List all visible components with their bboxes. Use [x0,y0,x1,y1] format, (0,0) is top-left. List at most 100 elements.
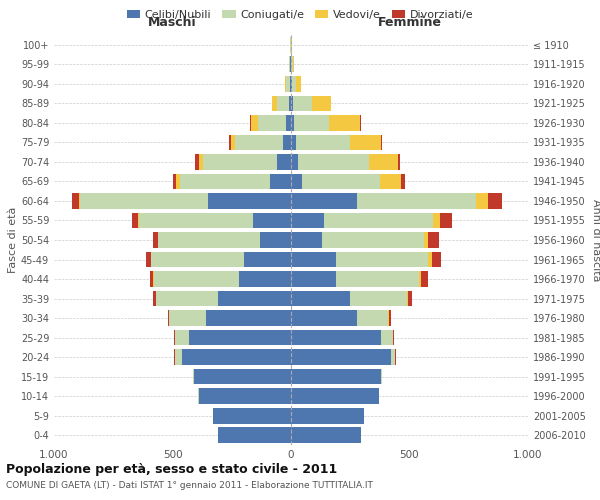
Bar [312,96,331,111]
Bar [169,310,206,326]
Bar [424,232,428,248]
Bar [488,193,502,209]
Bar [250,115,251,130]
Bar [291,350,391,365]
Bar [218,428,291,443]
Bar [290,56,291,72]
Bar [291,232,322,248]
Bar [286,115,291,130]
Bar [199,154,203,170]
Bar [146,252,151,268]
Bar [409,291,412,306]
Bar [208,193,291,209]
Bar [277,96,289,111]
Bar [389,310,391,326]
Text: Popolazione per età, sesso e stato civile - 2011: Popolazione per età, sesso e stato civil… [6,462,337,475]
Bar [291,174,302,189]
Bar [194,369,291,384]
Bar [291,193,358,209]
Bar [381,369,382,384]
Bar [154,291,155,306]
Bar [80,193,208,209]
Bar [298,154,369,170]
Bar [381,134,382,150]
Bar [302,174,380,189]
Bar [173,174,176,189]
Bar [218,291,291,306]
Bar [358,193,476,209]
Bar [292,76,296,92]
Bar [175,350,182,365]
Bar [251,115,258,130]
Bar [176,174,179,189]
Bar [206,310,291,326]
Bar [235,134,283,150]
Bar [289,96,291,111]
Bar [296,134,350,150]
Bar [350,291,407,306]
Bar [291,310,358,326]
Bar [293,56,294,72]
Bar [285,76,286,92]
Bar [244,252,291,268]
Bar [291,388,379,404]
Bar [277,154,291,170]
Bar [294,115,329,130]
Bar [150,271,154,287]
Bar [139,212,253,228]
Bar [213,408,291,424]
Bar [407,291,409,306]
Bar [401,174,405,189]
Text: Maschi: Maschi [148,16,197,29]
Text: COMUNE DI GAETA (LT) - Dati ISTAT 1° gennaio 2011 - Elaborazione TUTTITALIA.IT: COMUNE DI GAETA (LT) - Dati ISTAT 1° gen… [6,481,373,490]
Bar [293,96,312,111]
Bar [291,154,298,170]
Bar [291,291,350,306]
Legend: Celibi/Nubili, Coniugati/e, Vedovi/e, Divorziati/e: Celibi/Nubili, Coniugati/e, Vedovi/e, Di… [122,6,478,25]
Bar [286,76,290,92]
Bar [291,134,296,150]
Bar [239,271,291,287]
Bar [291,428,361,443]
Bar [72,193,79,209]
Bar [156,291,218,306]
Bar [291,408,364,424]
Bar [419,271,421,287]
Bar [260,232,291,248]
Bar [230,134,235,150]
Bar [175,330,189,345]
Bar [381,330,393,345]
Bar [391,350,395,365]
Bar [291,76,292,92]
Bar [79,193,80,209]
Bar [398,154,400,170]
Text: Femmine: Femmine [377,16,442,29]
Bar [179,174,269,189]
Bar [291,369,381,384]
Bar [291,96,293,111]
Bar [195,154,199,170]
Bar [393,330,394,345]
Bar [167,310,169,326]
Y-axis label: Fasce di età: Fasce di età [8,207,18,273]
Bar [296,76,301,92]
Bar [258,115,286,130]
Bar [199,388,291,404]
Bar [358,310,388,326]
Bar [336,252,428,268]
Bar [336,271,419,287]
Bar [380,174,401,189]
Bar [290,76,291,92]
Bar [193,369,194,384]
Bar [203,154,277,170]
Bar [324,212,433,228]
Y-axis label: Anni di nascita: Anni di nascita [591,198,600,281]
Bar [388,310,389,326]
Bar [440,212,452,228]
Bar [153,232,158,248]
Bar [269,174,291,189]
Bar [154,271,239,287]
Bar [360,115,361,130]
Bar [369,154,398,170]
Bar [291,330,381,345]
